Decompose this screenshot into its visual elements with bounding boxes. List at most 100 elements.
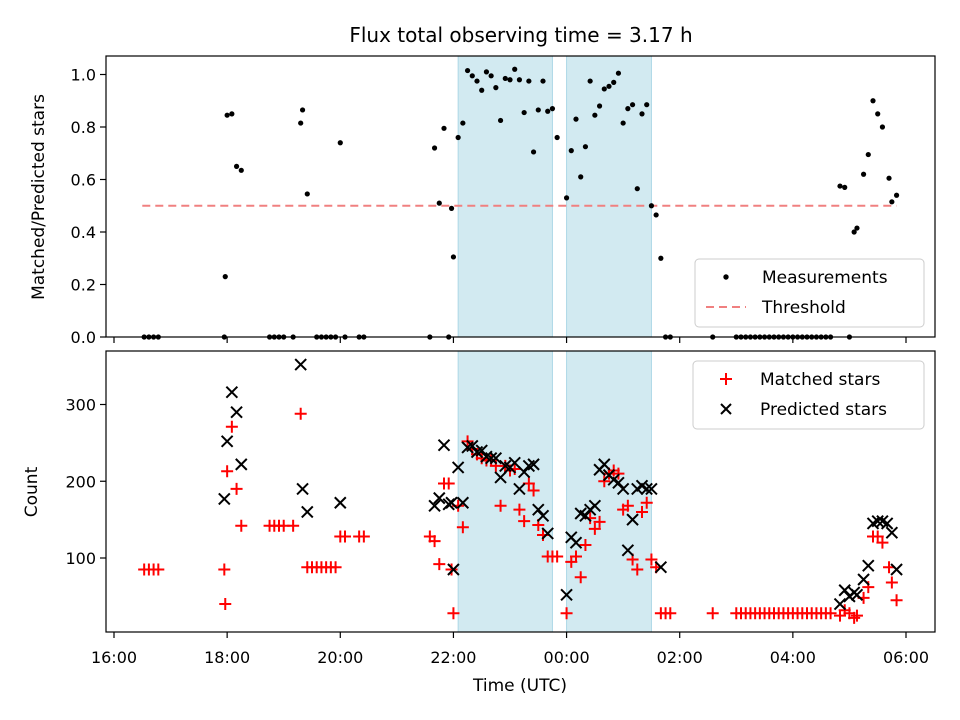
- matched-star-point: [447, 607, 460, 620]
- matched-star-point: [152, 563, 165, 576]
- x-tick-label: 06:00: [883, 648, 929, 667]
- measurement-point: [889, 199, 895, 205]
- measurement-point: [625, 106, 631, 112]
- bottom-y-axis-label: Count: [22, 466, 42, 517]
- legend-matched-marker: [720, 373, 732, 385]
- bottom-y-tick-label: 300: [65, 396, 96, 415]
- measurement-point: [530, 149, 537, 155]
- predicted-star-point: [654, 561, 668, 574]
- measurement-point: [483, 69, 490, 75]
- matched-star-point: [494, 499, 507, 512]
- measurement-point: [837, 183, 843, 189]
- measurement-point: [596, 103, 603, 109]
- x-tick-label: 18:00: [204, 648, 250, 667]
- measurement-point: [516, 77, 523, 83]
- measurement-point: [587, 78, 593, 84]
- predicted-star-point: [857, 573, 870, 586]
- measurement-point: [875, 111, 881, 117]
- matched-star-point: [588, 522, 601, 535]
- predicted-star-point: [475, 444, 488, 457]
- matched-star-point: [428, 535, 441, 548]
- predicted-star-point: [833, 597, 847, 611]
- top-y-tick-label: 0.0: [71, 328, 96, 347]
- predicted-star-point: [838, 584, 851, 597]
- predicted-star-point: [494, 471, 507, 484]
- measurement-point: [222, 274, 228, 280]
- matched-star-point: [824, 607, 837, 620]
- matched-star-point: [219, 598, 232, 611]
- predicted-star-point: [527, 458, 540, 471]
- matched-star-point: [570, 550, 582, 563]
- matched-star-point: [225, 420, 238, 433]
- measurement-point: [304, 191, 310, 197]
- measurement-point: [535, 107, 541, 113]
- measurement-point: [611, 79, 617, 85]
- predicted-star-point: [560, 588, 573, 602]
- predicted-star-point: [645, 482, 658, 496]
- bottom-axes-frame: [105, 350, 936, 633]
- top-shaded-interval-1: [457, 55, 553, 338]
- predicted-star-point: [626, 513, 639, 526]
- matched-star-point: [706, 607, 719, 620]
- matched-star-point: [339, 530, 351, 543]
- predicted-star-point: [862, 559, 875, 572]
- bottom-y-tick-label: 100: [65, 549, 96, 568]
- predicted-star-point: [508, 456, 521, 470]
- predicted-star-point: [489, 452, 503, 465]
- measurement-point: [436, 200, 442, 206]
- measurement-point: [431, 145, 438, 151]
- x-tick-label: 02:00: [657, 648, 703, 667]
- top-y-tick-label: 0.2: [71, 276, 96, 295]
- predicted-star-point: [451, 461, 465, 474]
- predicted-star-point: [569, 536, 583, 549]
- predicted-stars-points: [218, 358, 903, 611]
- measurement-point: [644, 102, 650, 108]
- matched-star-point: [612, 467, 625, 480]
- measurement-point: [634, 186, 640, 192]
- legend-matched-label: Matched stars: [760, 370, 880, 390]
- bottom-axis-ticks: 100 200 300 16:00 18:00 20:00 22:00 00:00 02:00 0…: [65, 396, 929, 668]
- predicted-star-point: [616, 482, 630, 496]
- predicted-star-point: [220, 435, 234, 448]
- measurement-point: [479, 87, 485, 93]
- legend-measurements-marker: [723, 274, 729, 280]
- predicted-star-point: [532, 503, 545, 516]
- top-axes-frame: [105, 55, 936, 338]
- matched-star-point: [445, 563, 458, 576]
- measurement-point: [540, 78, 546, 84]
- bottom-legend: Matched stars Predicted stars: [692, 360, 925, 430]
- measurement-point: [842, 184, 848, 190]
- bottom-panel: 100 200 300 16:00 18:00 20:00 22:00 00:00 02:00 0…: [22, 350, 936, 696]
- matched-star-point: [885, 576, 898, 589]
- predicted-star-point: [437, 438, 451, 452]
- measurement-point: [615, 70, 622, 76]
- predicted-star-point: [334, 496, 347, 509]
- measurement-point: [601, 86, 607, 92]
- predicted-star-point: [598, 458, 611, 471]
- bottom-shaded-interval-1: [457, 350, 553, 633]
- measurement-point: [299, 107, 306, 113]
- predicted-star-point: [588, 499, 602, 513]
- predicted-star-point: [294, 358, 307, 371]
- matched-star-point: [664, 607, 677, 620]
- measurement-point: [606, 83, 612, 89]
- measurement-point: [460, 120, 466, 126]
- matched-star-point: [235, 519, 248, 532]
- matched-star-point: [221, 465, 234, 478]
- predicted-star-point: [880, 517, 894, 530]
- matched-star-point: [621, 499, 634, 512]
- legend-predicted-label: Predicted stars: [760, 400, 887, 420]
- predicted-star-point: [466, 439, 479, 453]
- measurement-point: [448, 205, 455, 211]
- top-axis-ticks: 0.0 0.2 0.4 0.6 0.8 1.0: [71, 66, 907, 347]
- measurement-point: [563, 195, 570, 201]
- measurement-point: [507, 77, 513, 83]
- top-y-tick-label: 0.6: [71, 171, 96, 190]
- x-tick-label: 20:00: [317, 648, 363, 667]
- measurement-point: [886, 175, 892, 181]
- measurement-point: [549, 106, 556, 112]
- predicted-star-point: [517, 465, 531, 479]
- measurement-point: [545, 108, 551, 114]
- top-y-tick-label: 0.8: [71, 118, 96, 137]
- predicted-star-point: [513, 482, 526, 496]
